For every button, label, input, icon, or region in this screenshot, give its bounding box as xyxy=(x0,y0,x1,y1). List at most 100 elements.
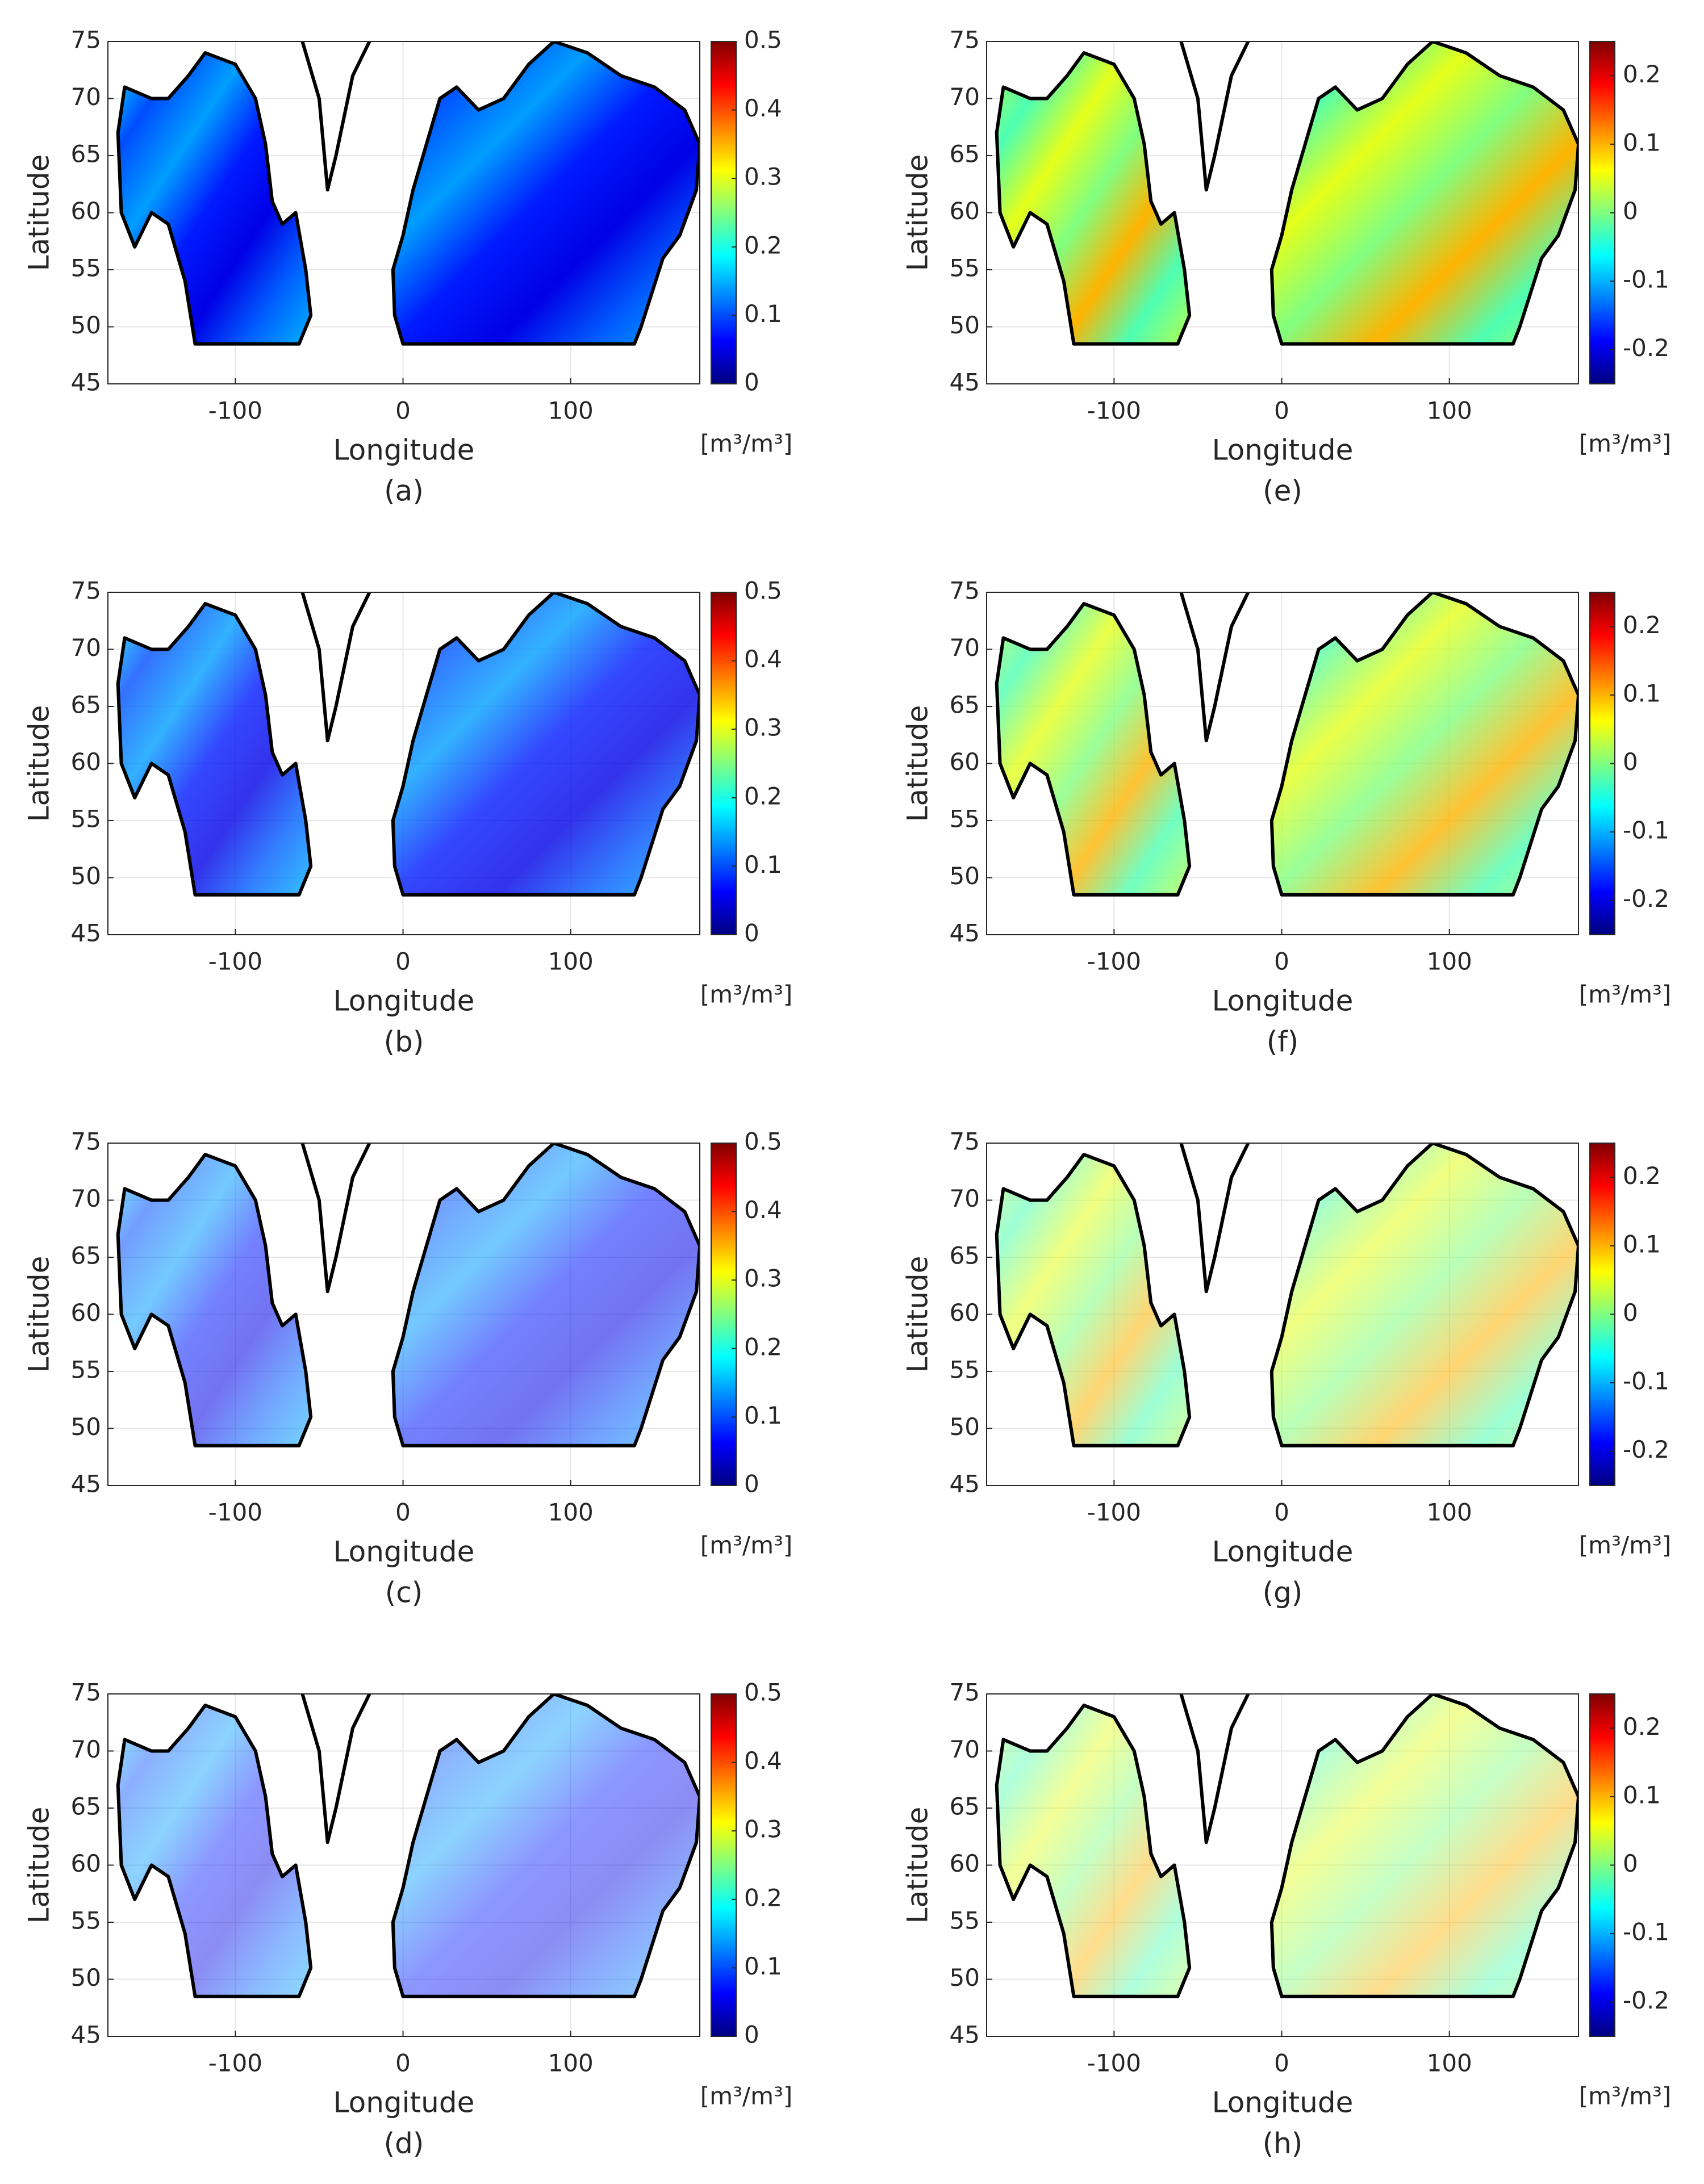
colorbar-tick-label: 0.5 xyxy=(744,577,782,605)
colorbar-tick-label: -0.1 xyxy=(1623,1918,1669,1946)
y-axis-label: Latitude xyxy=(901,1807,934,1924)
y-tick-label: 70 xyxy=(950,1185,980,1212)
y-tick-label: 55 xyxy=(71,254,101,282)
y-tick-label: 75 xyxy=(950,1128,980,1156)
colorbar-tick-label: 0.2 xyxy=(744,1333,782,1361)
y-tick-label: 55 xyxy=(950,254,980,282)
coastline xyxy=(116,602,313,897)
y-tick-label: 45 xyxy=(71,369,101,396)
map-field xyxy=(118,592,700,895)
y-axis-label: Latitude xyxy=(23,705,56,822)
panel: -100 0 100 45 50 55 60 65 70 75 Longitude Latitude (… xyxy=(901,26,1672,508)
y-tick-label: 60 xyxy=(71,748,101,776)
coastline xyxy=(1269,1143,1578,1447)
panel-label: (b) xyxy=(384,1026,424,1058)
y-tick-label: 65 xyxy=(950,691,980,719)
map-field xyxy=(996,1143,1578,1446)
colorbar-label: [m³/m³] xyxy=(700,2082,792,2110)
coastline xyxy=(995,1153,1192,1447)
coastline xyxy=(1179,1143,1250,1294)
coastline xyxy=(391,1143,700,1447)
land-field xyxy=(118,604,311,895)
y-tick-label: 45 xyxy=(71,2021,101,2049)
colorbar-tick-label: 0 xyxy=(1623,1850,1638,1877)
y-tick-label: 50 xyxy=(950,1413,980,1441)
y-tick-label: 50 xyxy=(71,1413,101,1441)
x-tick-label: 0 xyxy=(395,948,411,976)
y-tick-label: 50 xyxy=(71,1964,101,1991)
coastline xyxy=(1269,41,1578,346)
colorbar-label: [m³/m³] xyxy=(700,981,792,1009)
land-field xyxy=(392,1694,700,1997)
coastline xyxy=(1179,41,1250,192)
y-axis-label: Latitude xyxy=(23,154,56,271)
land-field xyxy=(118,1154,311,1446)
y-tick-label: 50 xyxy=(71,311,101,339)
panel: -100 0 100 45 50 55 60 65 70 75 Longitude Latitude (… xyxy=(901,1679,1672,2160)
x-tick-label: 100 xyxy=(548,948,594,976)
x-tick-label: -100 xyxy=(208,397,262,425)
colorbar-tick-label: 0.3 xyxy=(744,163,782,191)
x-tick-label: 100 xyxy=(548,397,594,425)
colorbar-label: [m³/m³] xyxy=(1579,430,1671,458)
land-field xyxy=(1271,41,1578,344)
colorbar-tick-label: 0.3 xyxy=(744,1815,782,1843)
colorbar-tick-label: -0.1 xyxy=(1623,1367,1669,1395)
x-tick-label: 100 xyxy=(548,2049,594,2077)
y-tick-label: 65 xyxy=(950,1793,980,1821)
x-tick-label: 100 xyxy=(548,1499,594,1526)
x-axis-label: Longitude xyxy=(333,434,475,467)
coastline xyxy=(300,1143,371,1294)
colorbar-tick-label: 0.3 xyxy=(744,1265,782,1292)
colorbar-tick-label: 0.4 xyxy=(744,1196,782,1224)
colorbar-tick-label: 0 xyxy=(1623,748,1638,776)
colorbar-tick-label: 0.2 xyxy=(744,782,782,810)
panel-label: (g) xyxy=(1263,1576,1303,1609)
x-tick-label: 0 xyxy=(1274,2049,1289,2077)
colorbar xyxy=(711,41,737,384)
colorbar-tick-label: 0.1 xyxy=(1623,1781,1661,1809)
panel-label: (h) xyxy=(1263,2127,1303,2160)
x-tick-label: 100 xyxy=(1427,948,1472,976)
y-tick-label: 50 xyxy=(71,862,101,890)
y-tick-label: 60 xyxy=(71,197,101,225)
map-field xyxy=(996,592,1578,895)
x-axis-label: Longitude xyxy=(1212,1536,1354,1568)
panel-label: (d) xyxy=(384,2127,424,2160)
y-tick-label: 55 xyxy=(71,805,101,833)
y-tick-label: 65 xyxy=(950,140,980,168)
coastline xyxy=(391,592,700,897)
coastline xyxy=(116,51,313,346)
y-tick-label: 45 xyxy=(71,1470,101,1498)
colorbar-tick-label: -0.2 xyxy=(1623,1436,1669,1463)
land-field xyxy=(392,41,700,344)
land-field xyxy=(996,53,1190,344)
y-tick-label: 75 xyxy=(950,577,980,605)
panel-label: (c) xyxy=(385,1576,423,1609)
y-tick-label: 55 xyxy=(950,1907,980,1935)
colorbar-tick-label: 0.2 xyxy=(744,1884,782,1911)
x-tick-label: -100 xyxy=(208,2049,262,2077)
colorbar-tick-label: 0 xyxy=(744,2021,759,2049)
land-field xyxy=(1271,1694,1578,1997)
x-tick-label: 100 xyxy=(1427,2049,1472,2077)
colorbar-tick-label: -0.2 xyxy=(1623,885,1669,913)
x-tick-label: -100 xyxy=(1087,2049,1141,2077)
y-tick-label: 70 xyxy=(71,1185,101,1212)
colorbar-tick-label: 0.1 xyxy=(744,1401,782,1429)
y-axis-label: Latitude xyxy=(901,154,934,271)
y-tick-label: 45 xyxy=(950,919,980,947)
y-tick-label: 55 xyxy=(950,805,980,833)
x-tick-label: -100 xyxy=(1087,1499,1141,1526)
x-axis-label: Longitude xyxy=(333,1536,475,1568)
map-field xyxy=(118,1694,700,1997)
coastline xyxy=(391,41,700,346)
y-tick-label: 75 xyxy=(71,1128,101,1156)
y-tick-label: 75 xyxy=(950,26,980,54)
y-tick-label: 60 xyxy=(950,1299,980,1327)
y-axis-label: Latitude xyxy=(23,1256,56,1373)
y-tick-label: 45 xyxy=(950,369,980,396)
y-tick-label: 75 xyxy=(71,1679,101,1706)
coastline xyxy=(1179,592,1250,743)
